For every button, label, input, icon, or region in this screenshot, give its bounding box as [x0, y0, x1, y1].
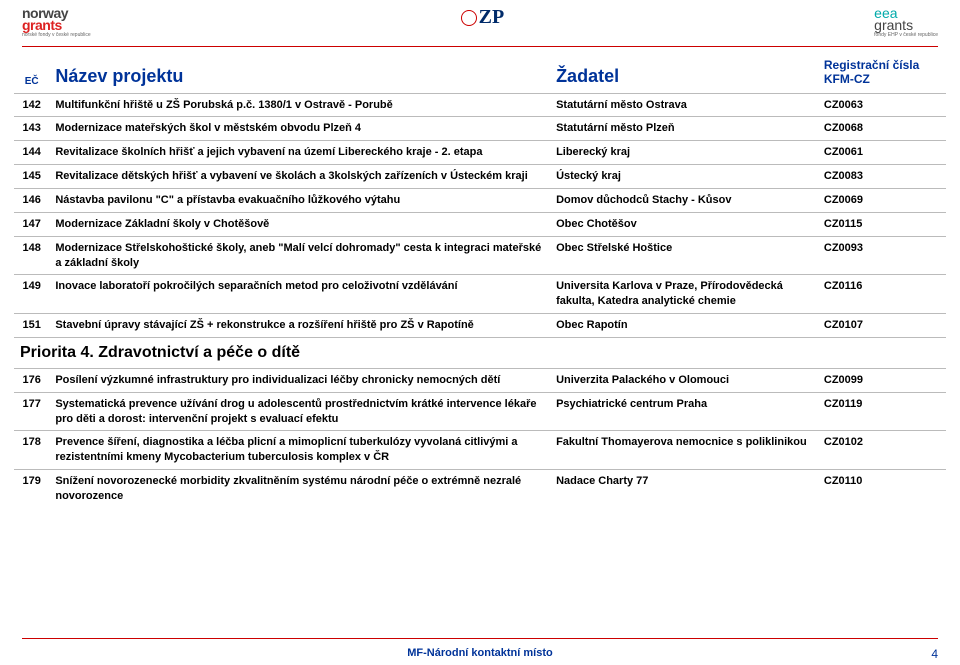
cell-reg: CZ0083: [818, 164, 946, 188]
cell-ec: 176: [14, 368, 49, 392]
col-zadatel: Žadatel: [550, 53, 818, 93]
table-row: 146Nástavba pavilonu "C" a přístavba eva…: [14, 188, 946, 212]
cell-ec: 178: [14, 430, 49, 469]
header-rule: [22, 46, 938, 47]
logo-eea-grants: eea grants fondy EHP v české republice: [874, 6, 938, 38]
cell-nazev: Nástavba pavilonu "C" a přístavba evakua…: [49, 188, 550, 212]
footer-page: 4: [931, 647, 938, 661]
cell-reg: CZ0102: [818, 430, 946, 469]
cell-reg: CZ0093: [818, 236, 946, 275]
footer-center: MF-Národní kontaktní místo: [407, 647, 552, 659]
table-row: 179Snížení novorozenecké morbidity zkval…: [14, 469, 946, 508]
czp-text: ZP: [479, 6, 505, 29]
cell-zadatel: Psychiatrické centrum Praha: [550, 392, 818, 431]
table-row: 178Prevence šíření, diagnostika a léčba …: [14, 430, 946, 469]
cell-reg: CZ0116: [818, 274, 946, 313]
logo-right-sub: fondy EHP v české republice: [874, 33, 938, 38]
table-row: 149Inovace laboratoří pokročilých separa…: [14, 274, 946, 313]
table-row: 151Stavební úpravy stávající ZŠ + rekons…: [14, 313, 946, 337]
cell-nazev: Multifunkční hřiště u ZŠ Porubská p.č. 1…: [49, 93, 550, 117]
logo-left-sub: norské fondy v české republice: [22, 33, 91, 38]
table-row: 147Modernizace Základní školy v Chotěšov…: [14, 212, 946, 236]
cell-zadatel: Obec Rapotín: [550, 313, 818, 337]
table-body-1: 142Multifunkční hřiště u ZŠ Porubská p.č…: [14, 93, 946, 337]
cell-zadatel: Statutární město Plzeň: [550, 116, 818, 140]
cell-nazev: Snížení novorozenecké morbidity zkvalitn…: [49, 469, 550, 508]
cell-nazev: Inovace laboratoří pokročilých separační…: [49, 274, 550, 313]
logo-czp: ZP: [461, 6, 505, 29]
section-row: Priorita 4. Zdravotnictví a péče o dítě: [14, 337, 946, 368]
cell-reg: CZ0119: [818, 392, 946, 431]
cell-ec: 179: [14, 469, 49, 508]
logo-right-line2: grants: [874, 18, 938, 32]
cell-nazev: Posílení výzkumné infrastruktury pro ind…: [49, 368, 550, 392]
cell-ec: 151: [14, 313, 49, 337]
cell-zadatel: Domov důchodců Stachy - Kůsov: [550, 188, 818, 212]
cell-zadatel: Liberecký kraj: [550, 140, 818, 164]
cell-zadatel: Fakultní Thomayerova nemocnice s polikli…: [550, 430, 818, 469]
logo-norway-grants: norway grants norské fondy v české repub…: [22, 6, 91, 38]
czp-circle-icon: [461, 10, 477, 26]
cell-zadatel: Nadace Charty 77: [550, 469, 818, 508]
footer-rule: [22, 638, 938, 639]
cell-zadatel: Ústecký kraj: [550, 164, 818, 188]
table-row: 144Revitalizace školních hřišť a jejich …: [14, 140, 946, 164]
cell-ec: 143: [14, 116, 49, 140]
cell-ec: 148: [14, 236, 49, 275]
cell-reg: CZ0107: [818, 313, 946, 337]
cell-reg: CZ0061: [818, 140, 946, 164]
cell-ec: 147: [14, 212, 49, 236]
table-row: 148Modernizace Střelskohoštické školy, a…: [14, 236, 946, 275]
cell-nazev: Systematická prevence užívání drog u ado…: [49, 392, 550, 431]
cell-ec: 149: [14, 274, 49, 313]
cell-zadatel: Obec Střelské Hoštice: [550, 236, 818, 275]
cell-reg: CZ0063: [818, 93, 946, 117]
cell-ec: 144: [14, 140, 49, 164]
cell-nazev: Stavební úpravy stávající ZŠ + rekonstru…: [49, 313, 550, 337]
table-head: EČ Název projektu Žadatel Registrační čí…: [14, 53, 946, 93]
projects-table: EČ Název projektu Žadatel Registrační čí…: [14, 53, 946, 508]
col-ec: EČ: [14, 53, 49, 93]
table-row: 176Posílení výzkumné infrastruktury pro …: [14, 368, 946, 392]
cell-reg: CZ0068: [818, 116, 946, 140]
cell-zadatel: Statutární město Ostrava: [550, 93, 818, 117]
section-title: Priorita 4. Zdravotnictví a péče o dítě: [14, 337, 946, 368]
cell-ec: 177: [14, 392, 49, 431]
cell-reg: CZ0069: [818, 188, 946, 212]
table-row: 177Systematická prevence užívání drog u …: [14, 392, 946, 431]
cell-zadatel: Univerzita Palackého v Olomouci: [550, 368, 818, 392]
cell-zadatel: Universita Karlova v Praze, Přírodovědec…: [550, 274, 818, 313]
col-reg: Registrační čísla KFM-CZ: [818, 53, 946, 93]
table-row: 142Multifunkční hřiště u ZŠ Porubská p.č…: [14, 93, 946, 117]
cell-nazev: Modernizace Střelskohoštické školy, aneb…: [49, 236, 550, 275]
table-body-2: 176Posílení výzkumné infrastruktury pro …: [14, 368, 946, 508]
cell-ec: 145: [14, 164, 49, 188]
col-nazev: Název projektu: [49, 53, 550, 93]
cell-nazev: Modernizace mateřských škol v městském o…: [49, 116, 550, 140]
cell-zadatel: Obec Chotěšov: [550, 212, 818, 236]
page-header: norway grants norské fondy v české repub…: [0, 0, 960, 46]
cell-nazev: Prevence šíření, diagnostika a léčba pli…: [49, 430, 550, 469]
table-row: 143Modernizace mateřských škol v městské…: [14, 116, 946, 140]
cell-nazev: Modernizace Základní školy v Chotěšově: [49, 212, 550, 236]
table-row: 145Revitalizace dětských hřišť a vybaven…: [14, 164, 946, 188]
cell-reg: CZ0115: [818, 212, 946, 236]
page-footer: MF-Národní kontaktní místo 4: [0, 647, 960, 659]
cell-nazev: Revitalizace školních hřišť a jejich vyb…: [49, 140, 550, 164]
cell-reg: CZ0099: [818, 368, 946, 392]
cell-ec: 146: [14, 188, 49, 212]
cell-reg: CZ0110: [818, 469, 946, 508]
cell-ec: 142: [14, 93, 49, 117]
logo-left-line2: grants: [22, 18, 91, 32]
cell-nazev: Revitalizace dětských hřišť a vybavení v…: [49, 164, 550, 188]
